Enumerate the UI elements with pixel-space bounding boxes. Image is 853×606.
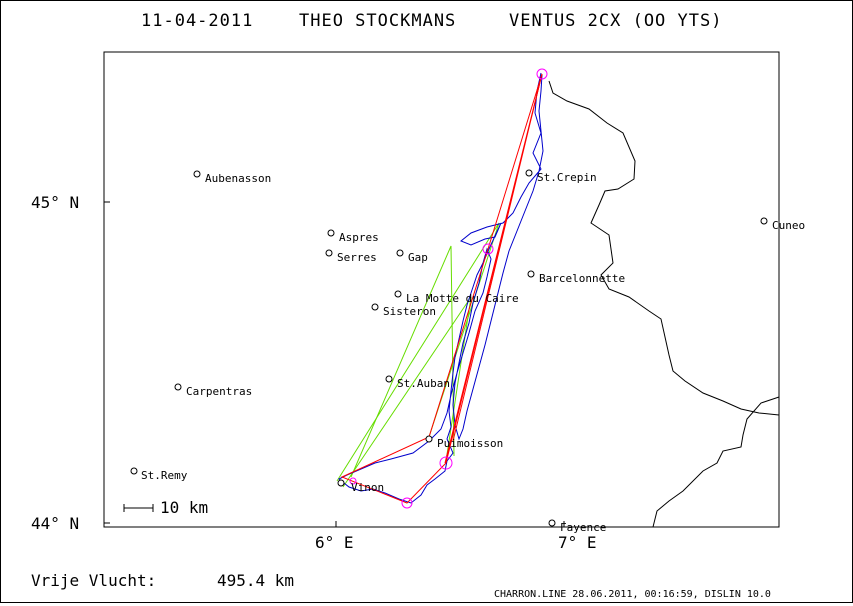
town-labels: Aubenasson Aspres Serres Gap St.Crepin C… xyxy=(141,171,805,534)
town-label: Gap xyxy=(408,251,428,264)
distance-label: Vrije Vlucht: xyxy=(31,571,156,590)
town-label: Puimoisson xyxy=(437,437,503,450)
country-border xyxy=(548,80,780,416)
town-label: Sisteron xyxy=(383,305,436,318)
task-lines xyxy=(340,73,543,504)
flight-date: 11-04-2011 xyxy=(141,11,253,31)
town-label: Vinon xyxy=(351,481,384,494)
town-label: St.Crepin xyxy=(537,171,597,184)
turnpoint-marker xyxy=(349,477,357,485)
town-label: Aspres xyxy=(339,231,379,244)
scale-bar-label: 10 km xyxy=(160,498,208,517)
lon-label-7: 7° E xyxy=(558,533,597,552)
pilot-name: THEO STOCKMANS xyxy=(299,11,456,31)
town-label: Fayence xyxy=(560,521,606,534)
turnpoint-marker xyxy=(536,68,548,80)
turnpoints xyxy=(349,68,548,509)
footer-info: CHARRON.LINE 28.06.2011, 00:16:59, DISLI… xyxy=(494,589,771,600)
turnpoint-marker xyxy=(482,243,494,255)
town-label: Cuneo xyxy=(772,219,805,232)
turnpoint-marker xyxy=(439,456,453,470)
town-label: La Motte du Caire xyxy=(406,292,519,305)
lat-label-44: 44° N xyxy=(31,514,79,533)
glider-name: VENTUS 2CX (OO YTS) xyxy=(509,11,722,31)
town-label: Aubenasson xyxy=(205,172,271,185)
distance-value: 495.4 km xyxy=(217,571,294,590)
map-frame xyxy=(103,51,780,528)
axis-ticks xyxy=(104,201,565,527)
town-markers xyxy=(130,169,768,527)
lon-label-6: 6° E xyxy=(315,533,354,552)
town-label: Barcelonnette xyxy=(539,272,625,285)
coast-border xyxy=(652,396,780,528)
lat-label-45: 45° N xyxy=(31,193,79,212)
town-label: Carpentras xyxy=(186,385,252,398)
turnpoint-marker xyxy=(401,497,413,509)
town-label: St.Remy xyxy=(141,469,188,482)
town-label: Serres xyxy=(337,251,377,264)
scale-bar xyxy=(123,504,154,512)
town-label: St.Auban xyxy=(397,377,450,390)
